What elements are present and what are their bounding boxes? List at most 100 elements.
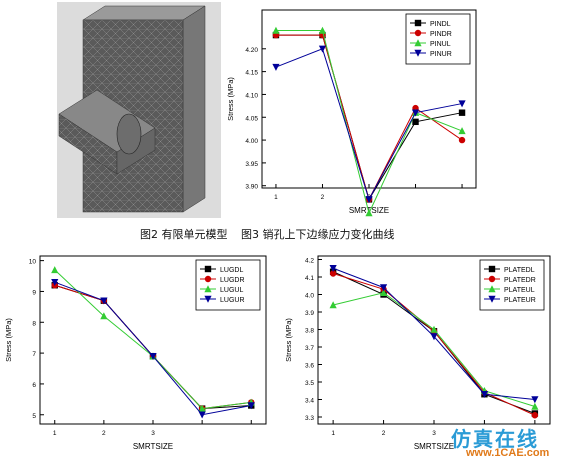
legend: PLATEDL PLATEDR PLATEUL PLATEUR <box>479 259 545 311</box>
legend-label: PLATEDL <box>504 267 535 274</box>
mesh-drawing <box>58 5 206 213</box>
caption-fig3: 图3 销孔上下边缘应力变化曲线 <box>241 228 395 241</box>
data-point <box>51 279 59 287</box>
y-axis-label: Stress (MPa) <box>284 318 293 362</box>
legend-label: PLATEUL <box>504 287 535 294</box>
y-tick-label: 3.90 <box>245 184 258 191</box>
y-tick-label: 4.2 <box>305 258 314 265</box>
data-point <box>531 402 539 410</box>
data-point <box>531 396 539 404</box>
data-point <box>198 404 206 412</box>
x-tick-label: 1 <box>274 194 278 201</box>
chart-lug: 5 6 7 8 9 10 1 2 3 SMRTSIZE Stress (MPa) LUGDL LUGDR… <box>4 255 267 451</box>
legend-swatch-marker <box>204 275 212 283</box>
legend-swatch-marker <box>488 285 496 293</box>
legend-swatch-marker <box>488 295 496 303</box>
y-tick-label: 3.4 <box>305 398 314 405</box>
data-point <box>51 266 59 274</box>
y-tick-label: 9 <box>32 289 36 296</box>
series-lugur <box>51 279 255 419</box>
y-tick-label: 4.1 <box>305 275 314 282</box>
watermark-url: www.1CAE.com <box>466 447 550 459</box>
y-tick-label: 4.15 <box>245 70 258 77</box>
x-tick-label: 2 <box>321 194 325 201</box>
legend-swatch-marker <box>204 265 212 273</box>
data-point <box>329 270 337 277</box>
y-axis-label: Stress (MPa) <box>226 77 235 121</box>
legend-swatch-marker <box>414 49 422 57</box>
legend-label: PLATEUR <box>504 297 536 304</box>
legend-label: LUGDL <box>220 267 243 274</box>
legend-label: PLATEDR <box>504 277 536 284</box>
x-tick-label: 1 <box>331 430 335 437</box>
data-point <box>480 391 489 399</box>
finite-element-model-image <box>57 2 221 218</box>
y-tick-label: 4.10 <box>245 92 258 99</box>
legend-swatch-marker <box>488 275 496 283</box>
data-point <box>412 118 419 126</box>
x-axis-label: SMRTSIZE <box>414 442 454 451</box>
data-point <box>100 312 108 320</box>
y-tick-label: 3.9 <box>305 310 314 317</box>
y-tick-label: 10 <box>29 259 37 266</box>
data-point <box>272 63 280 71</box>
data-point <box>379 284 388 292</box>
y-tick-label: 4.00 <box>245 138 258 145</box>
series-line <box>275 48 463 201</box>
caption-fig2: 图2 有限单元模型 <box>140 228 228 241</box>
data-point <box>430 333 438 341</box>
data-point <box>458 100 466 108</box>
chart-plate: 3.3 3.4 3.5 3.6 3.7 3.8 3.9 4.0 4.1 4.2 1 2 3 SMRTSIZ… <box>284 255 551 451</box>
legend: LUGDL LUGDR LUGUL LUGUR <box>195 259 261 311</box>
y-tick-label: 3.6 <box>305 363 314 370</box>
data-point <box>329 265 337 273</box>
data-point <box>411 109 420 117</box>
chart-lug-panel: 5 6 7 8 9 10 1 2 3 SMRTSIZE Stress (MPa) LUGDL LUGDR… <box>0 248 272 463</box>
data-point <box>430 325 438 333</box>
chart-pin-panel: 3.903.954.004.054.104.154.20123SMRTSIZES… <box>222 2 482 229</box>
y-tick-label: 3.7 <box>305 345 314 352</box>
data-point <box>100 297 108 305</box>
data-point <box>247 402 255 410</box>
y-tick-label: 6 <box>32 382 36 389</box>
legend-swatch-marker <box>414 19 422 27</box>
legend-label: LUGUR <box>220 297 245 304</box>
legend-label: PINDR <box>430 31 452 38</box>
series-pinul <box>272 26 466 217</box>
y-tick-label: 8 <box>32 320 36 327</box>
y-tick-label: 3.5 <box>305 380 314 387</box>
legend-label: PINUR <box>430 51 452 58</box>
chart-pin: 3.903.954.004.054.104.154.20123SMRTSIZES… <box>226 9 477 217</box>
data-point <box>329 301 337 309</box>
data-point <box>272 26 280 34</box>
y-tick-label: 3.95 <box>245 161 258 168</box>
legend-swatch-marker <box>204 295 212 303</box>
y-tick-label: 3.3 <box>305 415 314 422</box>
legend-swatch-marker <box>488 265 496 273</box>
series-plateur <box>329 265 539 404</box>
y-axis-label: Stress (MPa) <box>4 318 13 362</box>
x-tick-label: 3 <box>151 430 155 437</box>
legend-swatch-marker <box>204 285 212 293</box>
data-point <box>198 411 206 419</box>
legend-label: PINDL <box>430 21 451 28</box>
series-pinur <box>272 45 466 204</box>
data-point <box>365 196 373 204</box>
legend-label: LUGDR <box>220 277 245 284</box>
data-point <box>458 136 466 144</box>
data-point <box>318 45 327 53</box>
y-tick-label: 4.20 <box>245 47 258 54</box>
data-point <box>379 288 388 296</box>
data-point <box>365 209 373 217</box>
x-tick-label: 2 <box>382 430 386 437</box>
chart-plate-panel: 3.3 3.4 3.5 3.6 3.7 3.8 3.9 4.0 4.1 4.2 1 2 3 SMRTSIZ… <box>280 248 560 463</box>
data-point <box>149 352 157 360</box>
y-tick-label: 4.0 <box>305 293 314 300</box>
x-tick-label: 3 <box>432 430 436 437</box>
y-tick-label: 4.05 <box>245 115 258 122</box>
x-tick-label: 1 <box>53 430 57 437</box>
x-tick-label: 2 <box>102 430 106 437</box>
figure-caption: 图2 有限单元模型 图3 销孔上下边缘应力变化曲线 <box>140 226 405 242</box>
data-point <box>458 127 466 135</box>
legend-swatch-marker <box>414 39 422 47</box>
